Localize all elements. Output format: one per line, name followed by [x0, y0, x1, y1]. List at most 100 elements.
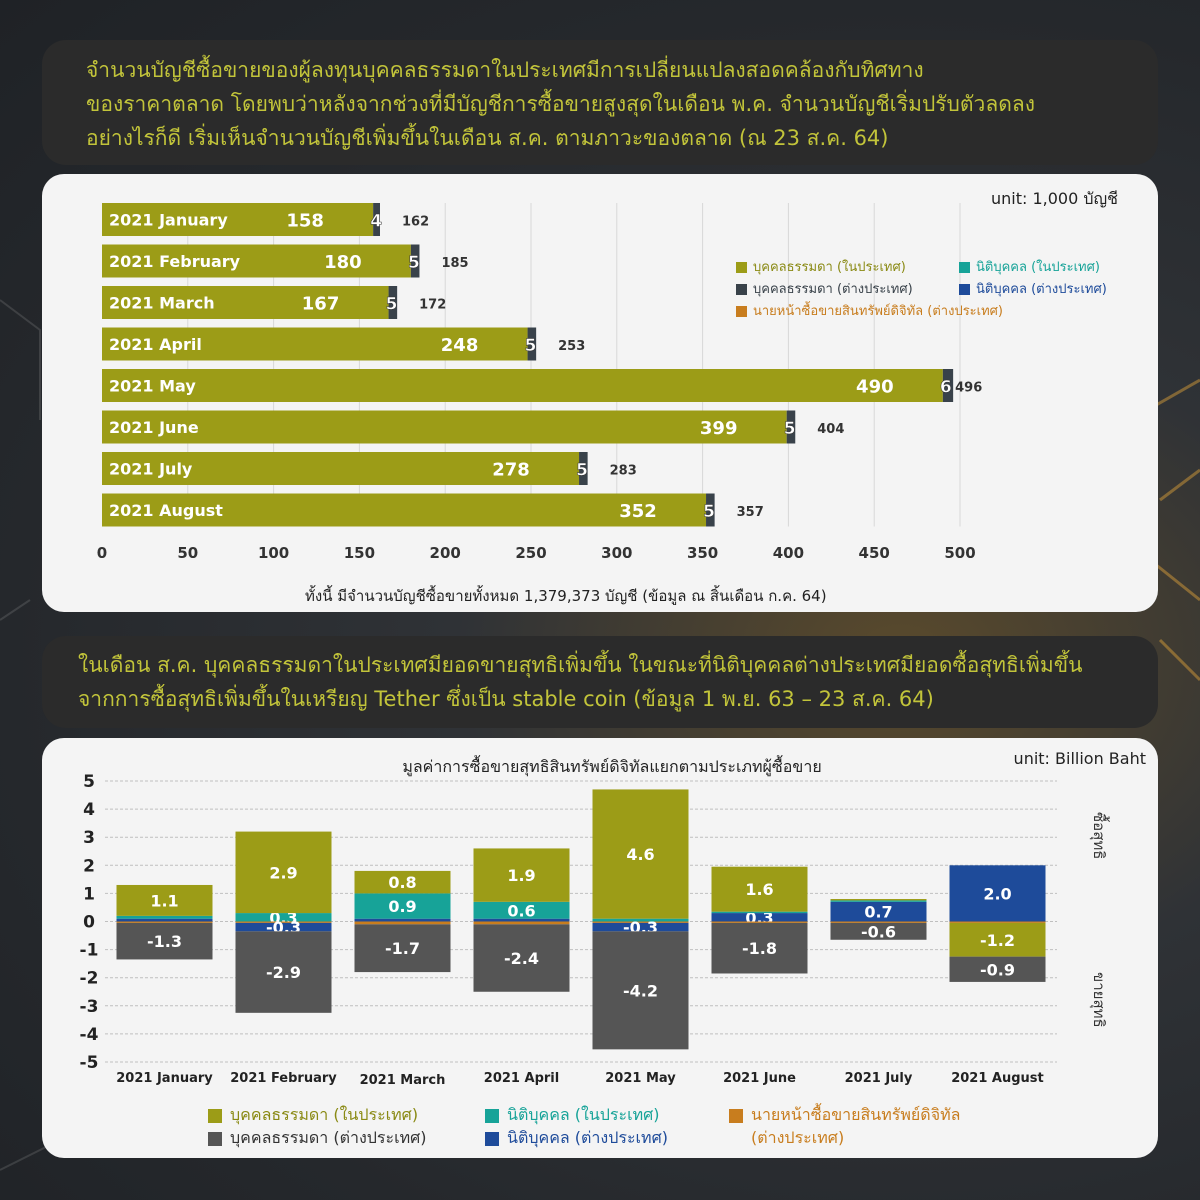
- x-tick-label: 350: [687, 544, 718, 562]
- legend-item: นายหน้าซื้อขายสินทรัพย์ดิจิทัล (ต่างประเ…: [736, 301, 1003, 323]
- y-tick-label: 0: [83, 913, 95, 933]
- accounts-footnote: ทั้งนี้ มีจำนวนบัญชีซื้อขายทั้งหมด 1,379…: [305, 587, 827, 605]
- total-label: 404: [817, 422, 844, 437]
- x-category-label: 2021 June: [723, 1071, 796, 1086]
- total-label: 185: [441, 256, 468, 271]
- value-label: 1.9: [507, 866, 535, 885]
- value-label: 0.8: [388, 873, 416, 892]
- bar-thai-individual: [102, 203, 374, 236]
- value-label: 5: [784, 419, 796, 439]
- stacked-bar-segment: [473, 848, 570, 902]
- stacked-bar-segment: [473, 921, 570, 925]
- value-label: 2.0: [983, 884, 1011, 903]
- bar-foreign-individual: [388, 286, 398, 319]
- stacked-bar-segment: [354, 893, 451, 919]
- legend-swatch: [485, 1108, 499, 1123]
- stacked-bar-segment: [116, 921, 213, 923]
- category-label: 2021 August: [109, 501, 223, 520]
- stacked-bar-segment: [711, 911, 808, 914]
- x-category-label: 2021 July: [845, 1071, 913, 1086]
- bar-foreign-individual: [373, 203, 380, 236]
- chart-title: มูลค่าการซื้อขายสุทธิสินทรัพย์ดิจิทัลแยก…: [402, 755, 821, 777]
- stacked-bar-segment: [592, 922, 689, 932]
- legend-swatch: [959, 262, 970, 273]
- bar-thai-individual: [102, 286, 389, 319]
- category-label: 2021 May: [109, 377, 196, 396]
- value-label: -2.4: [504, 949, 539, 968]
- total-label: 283: [610, 464, 637, 479]
- y-tick-label: -5: [80, 1053, 99, 1073]
- stacked-bar-segment: [830, 921, 927, 923]
- value-label: 490: [856, 377, 894, 398]
- legend-item: นิติบุคคล (ในประเทศ): [959, 257, 1100, 279]
- stacked-bar-segment: [235, 913, 332, 922]
- category-label: 2021 January: [109, 211, 228, 230]
- stacked-bar-segment: [354, 870, 451, 894]
- value-label: 0.6: [507, 901, 535, 920]
- legend-item: บุคคลธรรมดา (ต่างประเทศ): [208, 1126, 427, 1149]
- stacked-bar-segment: [711, 913, 808, 922]
- total-label: 253: [558, 339, 585, 354]
- net-sell-side-label: ขายสุทธิ: [1090, 972, 1108, 1028]
- net-trading-unit-label: unit: Billion Baht: [1013, 749, 1146, 768]
- legend-item: บุคคลธรรมดา (ในประเทศ): [736, 257, 906, 279]
- legend-item: (ต่างประเทศ): [751, 1126, 844, 1149]
- y-tick-label: 1: [83, 884, 95, 904]
- bar-foreign-individual: [706, 493, 715, 527]
- legend-item: นิติบุคคล (ในประเทศ): [485, 1103, 660, 1126]
- value-label: 248: [441, 335, 479, 356]
- bar-foreign-individual: [942, 369, 954, 402]
- value-label: 0.7: [864, 903, 892, 922]
- x-tick-label: 50: [177, 544, 198, 562]
- bar-thai-individual: [102, 327, 528, 361]
- x-tick-label: 0: [97, 544, 107, 562]
- legend-item: นิติบุคคล (ต่างประเทศ): [959, 279, 1107, 301]
- stacked-bar-segment: [711, 922, 808, 974]
- section2-headline-panel: [42, 636, 1158, 728]
- legend-label: นิติบุคคล (ในประเทศ): [507, 1105, 660, 1124]
- legend-label: บุคคลธรรมดา (ต่างประเทศ): [230, 1128, 427, 1147]
- value-label: -1.7: [385, 939, 420, 958]
- stacked-bar-segment: [354, 918, 451, 922]
- legend-item: นิติบุคคล (ต่างประเทศ): [485, 1126, 668, 1149]
- value-label: 352: [619, 501, 657, 522]
- x-tick-label: 500: [944, 544, 975, 562]
- category-label: 2021 July: [109, 460, 193, 479]
- legend-swatch: [208, 1131, 222, 1146]
- x-tick-label: 200: [430, 544, 461, 562]
- stacked-bar-segment: [830, 900, 927, 902]
- x-category-label: 2021 May: [605, 1071, 676, 1086]
- x-category-label: 2021 August: [951, 1071, 1044, 1086]
- section1-headline-line: จำนวนบัญชีซื้อขายของผู้ลงทุนบุคคลธรรมดาใ…: [86, 58, 924, 82]
- bar-thai-individual: [102, 452, 580, 485]
- legend-label: นายหน้าซื้อขายสินทรัพย์ดิจิทัล (ต่างประเ…: [753, 304, 1003, 319]
- category-label: 2021 February: [109, 252, 241, 271]
- legend-label: บุคคลธรรมดา (ต่างประเทศ): [753, 282, 913, 297]
- y-tick-label: 3: [83, 828, 95, 848]
- bar-thai-individual: [102, 410, 787, 444]
- legend-label: นิติบุคคล (ต่างประเทศ): [507, 1128, 668, 1147]
- value-label: 399: [700, 418, 738, 439]
- y-tick-label: 2: [83, 856, 95, 876]
- x-tick-label: 450: [859, 544, 890, 562]
- stacked-bar-segment: [949, 922, 1046, 957]
- legend-label: บุคคลธรรมดา (ในประเทศ): [230, 1105, 419, 1124]
- section1-headline: จำนวนบัญชีซื้อขายของผู้ลงทุนบุคคลธรรมดาใ…: [86, 53, 1136, 155]
- stacked-bar-segment: [949, 865, 1046, 922]
- stacked-bar-segment: [116, 915, 213, 919]
- value-label: 5: [703, 502, 715, 522]
- stacked-bar-segment: [592, 918, 689, 922]
- value-label: 5: [576, 461, 588, 481]
- stacked-bar-segment: [592, 921, 689, 923]
- legend-swatch: [208, 1108, 222, 1123]
- value-label: -1.8: [742, 939, 777, 958]
- y-tick-label: -1: [80, 941, 99, 961]
- x-tick-label: 100: [258, 544, 289, 562]
- x-tick-label: 300: [601, 544, 632, 562]
- stacked-bar-segment: [830, 922, 927, 940]
- value-label: -4.2: [623, 981, 658, 1000]
- legend-swatch: [959, 284, 970, 295]
- stacked-bar-segment: [711, 866, 808, 912]
- stacked-bar-segment: [235, 831, 332, 914]
- legend-swatch: [729, 1108, 743, 1123]
